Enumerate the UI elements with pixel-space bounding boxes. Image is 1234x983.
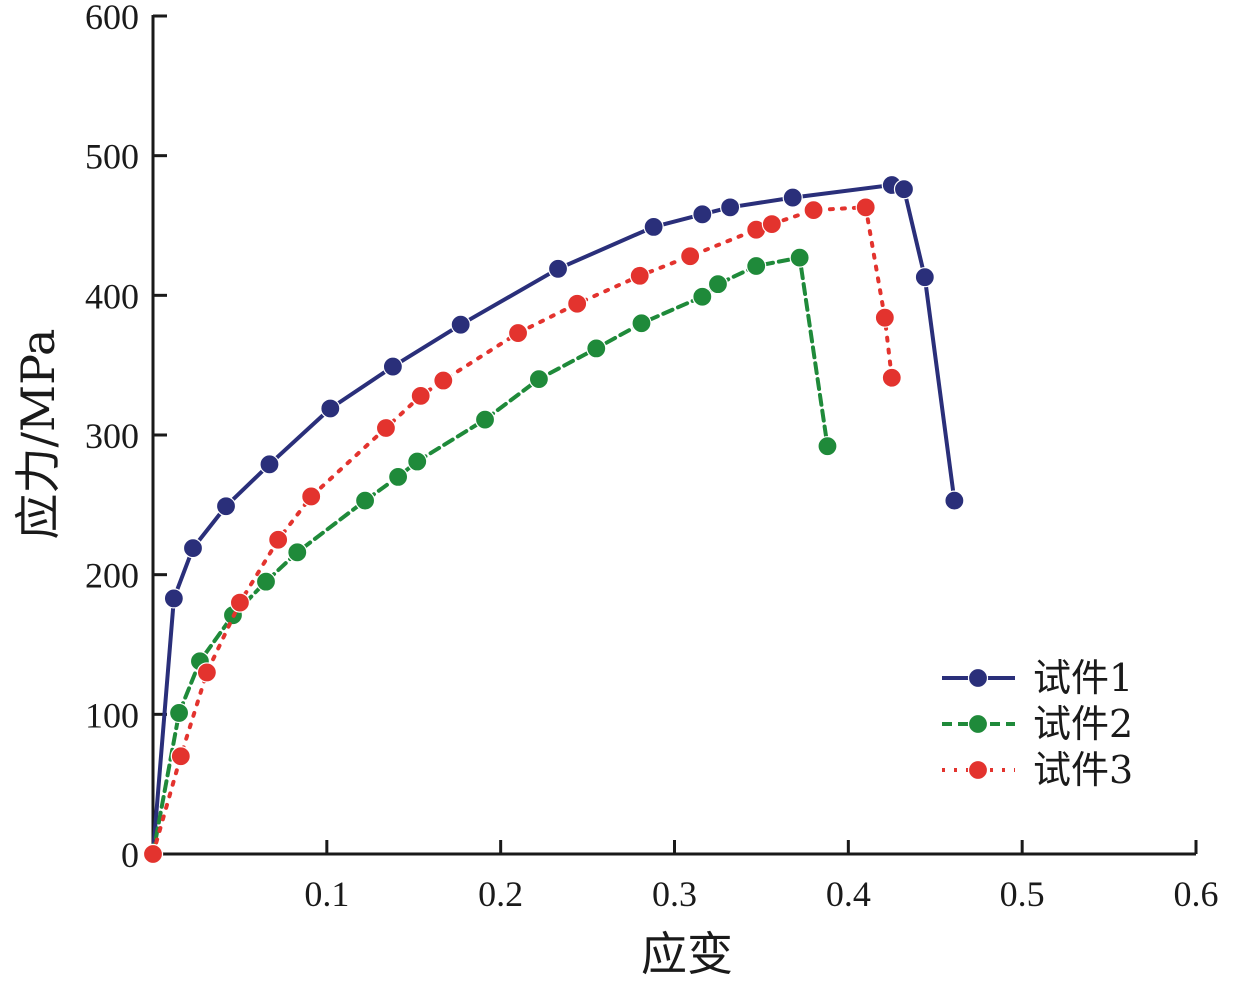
data-point xyxy=(629,265,650,286)
x-axis-title: 应变 xyxy=(641,927,733,981)
data-point xyxy=(168,702,190,724)
data-point xyxy=(450,314,471,335)
data-point xyxy=(163,588,184,609)
y-tick-label: 0 xyxy=(121,835,139,875)
data-point xyxy=(586,338,607,359)
data-point xyxy=(782,187,803,208)
data-point xyxy=(388,466,409,487)
data-point xyxy=(789,247,810,268)
data-point xyxy=(433,370,454,391)
data-point xyxy=(692,286,713,307)
x-tick-label: 0.4 xyxy=(826,874,871,914)
series-1 xyxy=(142,174,965,865)
legend-marker xyxy=(967,713,989,735)
data-point xyxy=(746,255,767,277)
data-point xyxy=(142,843,164,865)
data-point xyxy=(803,200,824,221)
legend-item: 试件3 xyxy=(942,748,1133,792)
x-tick-label: 0.6 xyxy=(1174,874,1219,914)
data-point xyxy=(567,293,588,314)
data-point xyxy=(881,367,902,388)
plot-series xyxy=(142,174,965,865)
series-line xyxy=(151,255,830,856)
series-3 xyxy=(142,197,902,865)
x-tick-label: 0.1 xyxy=(304,874,349,914)
legend-marker xyxy=(967,759,989,781)
data-point xyxy=(631,313,652,334)
y-tick-label: 500 xyxy=(85,137,139,177)
data-point xyxy=(855,197,876,218)
data-point xyxy=(170,746,191,767)
y-axis-title: 应力/MPa xyxy=(11,329,65,540)
y-tick-label: 400 xyxy=(85,276,139,316)
data-point xyxy=(255,571,277,592)
data-point xyxy=(474,409,496,430)
data-point xyxy=(382,356,403,377)
series-line xyxy=(151,183,957,856)
data-point xyxy=(268,529,289,550)
data-point xyxy=(354,490,376,511)
ticks xyxy=(153,14,1198,856)
data-point xyxy=(320,398,341,419)
series-line xyxy=(151,205,894,856)
data-point xyxy=(215,496,237,517)
data-point xyxy=(720,197,741,218)
data-point xyxy=(692,204,713,225)
legend-item: 试件1 xyxy=(942,656,1133,700)
x-tick-label: 0.5 xyxy=(1000,874,1045,914)
data-point xyxy=(196,662,217,683)
data-point xyxy=(507,322,529,344)
y-tick-label: 100 xyxy=(85,695,139,735)
legend-marker xyxy=(967,667,989,689)
data-point xyxy=(407,451,428,472)
legend-label: 试件3 xyxy=(1033,748,1133,792)
legend-item: 试件2 xyxy=(942,702,1133,746)
data-point xyxy=(375,417,397,439)
data-point xyxy=(229,592,251,613)
data-point xyxy=(259,454,280,475)
legend-label: 试件1 xyxy=(1033,656,1133,700)
y-tick-label: 600 xyxy=(85,0,139,37)
data-point xyxy=(761,214,782,235)
y-tick-label: 200 xyxy=(85,556,139,596)
data-point xyxy=(817,436,838,457)
data-point xyxy=(893,179,915,200)
data-point xyxy=(944,490,965,511)
data-point xyxy=(301,486,322,507)
x-tick-label: 0.2 xyxy=(478,874,523,914)
data-point xyxy=(680,246,701,267)
data-point xyxy=(547,258,569,279)
data-point xyxy=(528,369,550,390)
x-tick-label: 0.3 xyxy=(652,874,697,914)
y-tick-label: 300 xyxy=(85,416,139,456)
data-point xyxy=(287,542,308,563)
data-point xyxy=(914,267,935,288)
data-point xyxy=(707,274,729,295)
series-2 xyxy=(142,247,838,865)
data-point xyxy=(643,216,664,237)
data-point xyxy=(874,307,895,328)
tick-labels: 0 100 200 300 400 500 600 0.1 0.2 0.3 0.4 0.5 0.6 xyxy=(85,0,1219,914)
legend-label: 试件2 xyxy=(1033,702,1133,746)
data-point xyxy=(410,385,431,406)
data-point xyxy=(182,538,204,559)
